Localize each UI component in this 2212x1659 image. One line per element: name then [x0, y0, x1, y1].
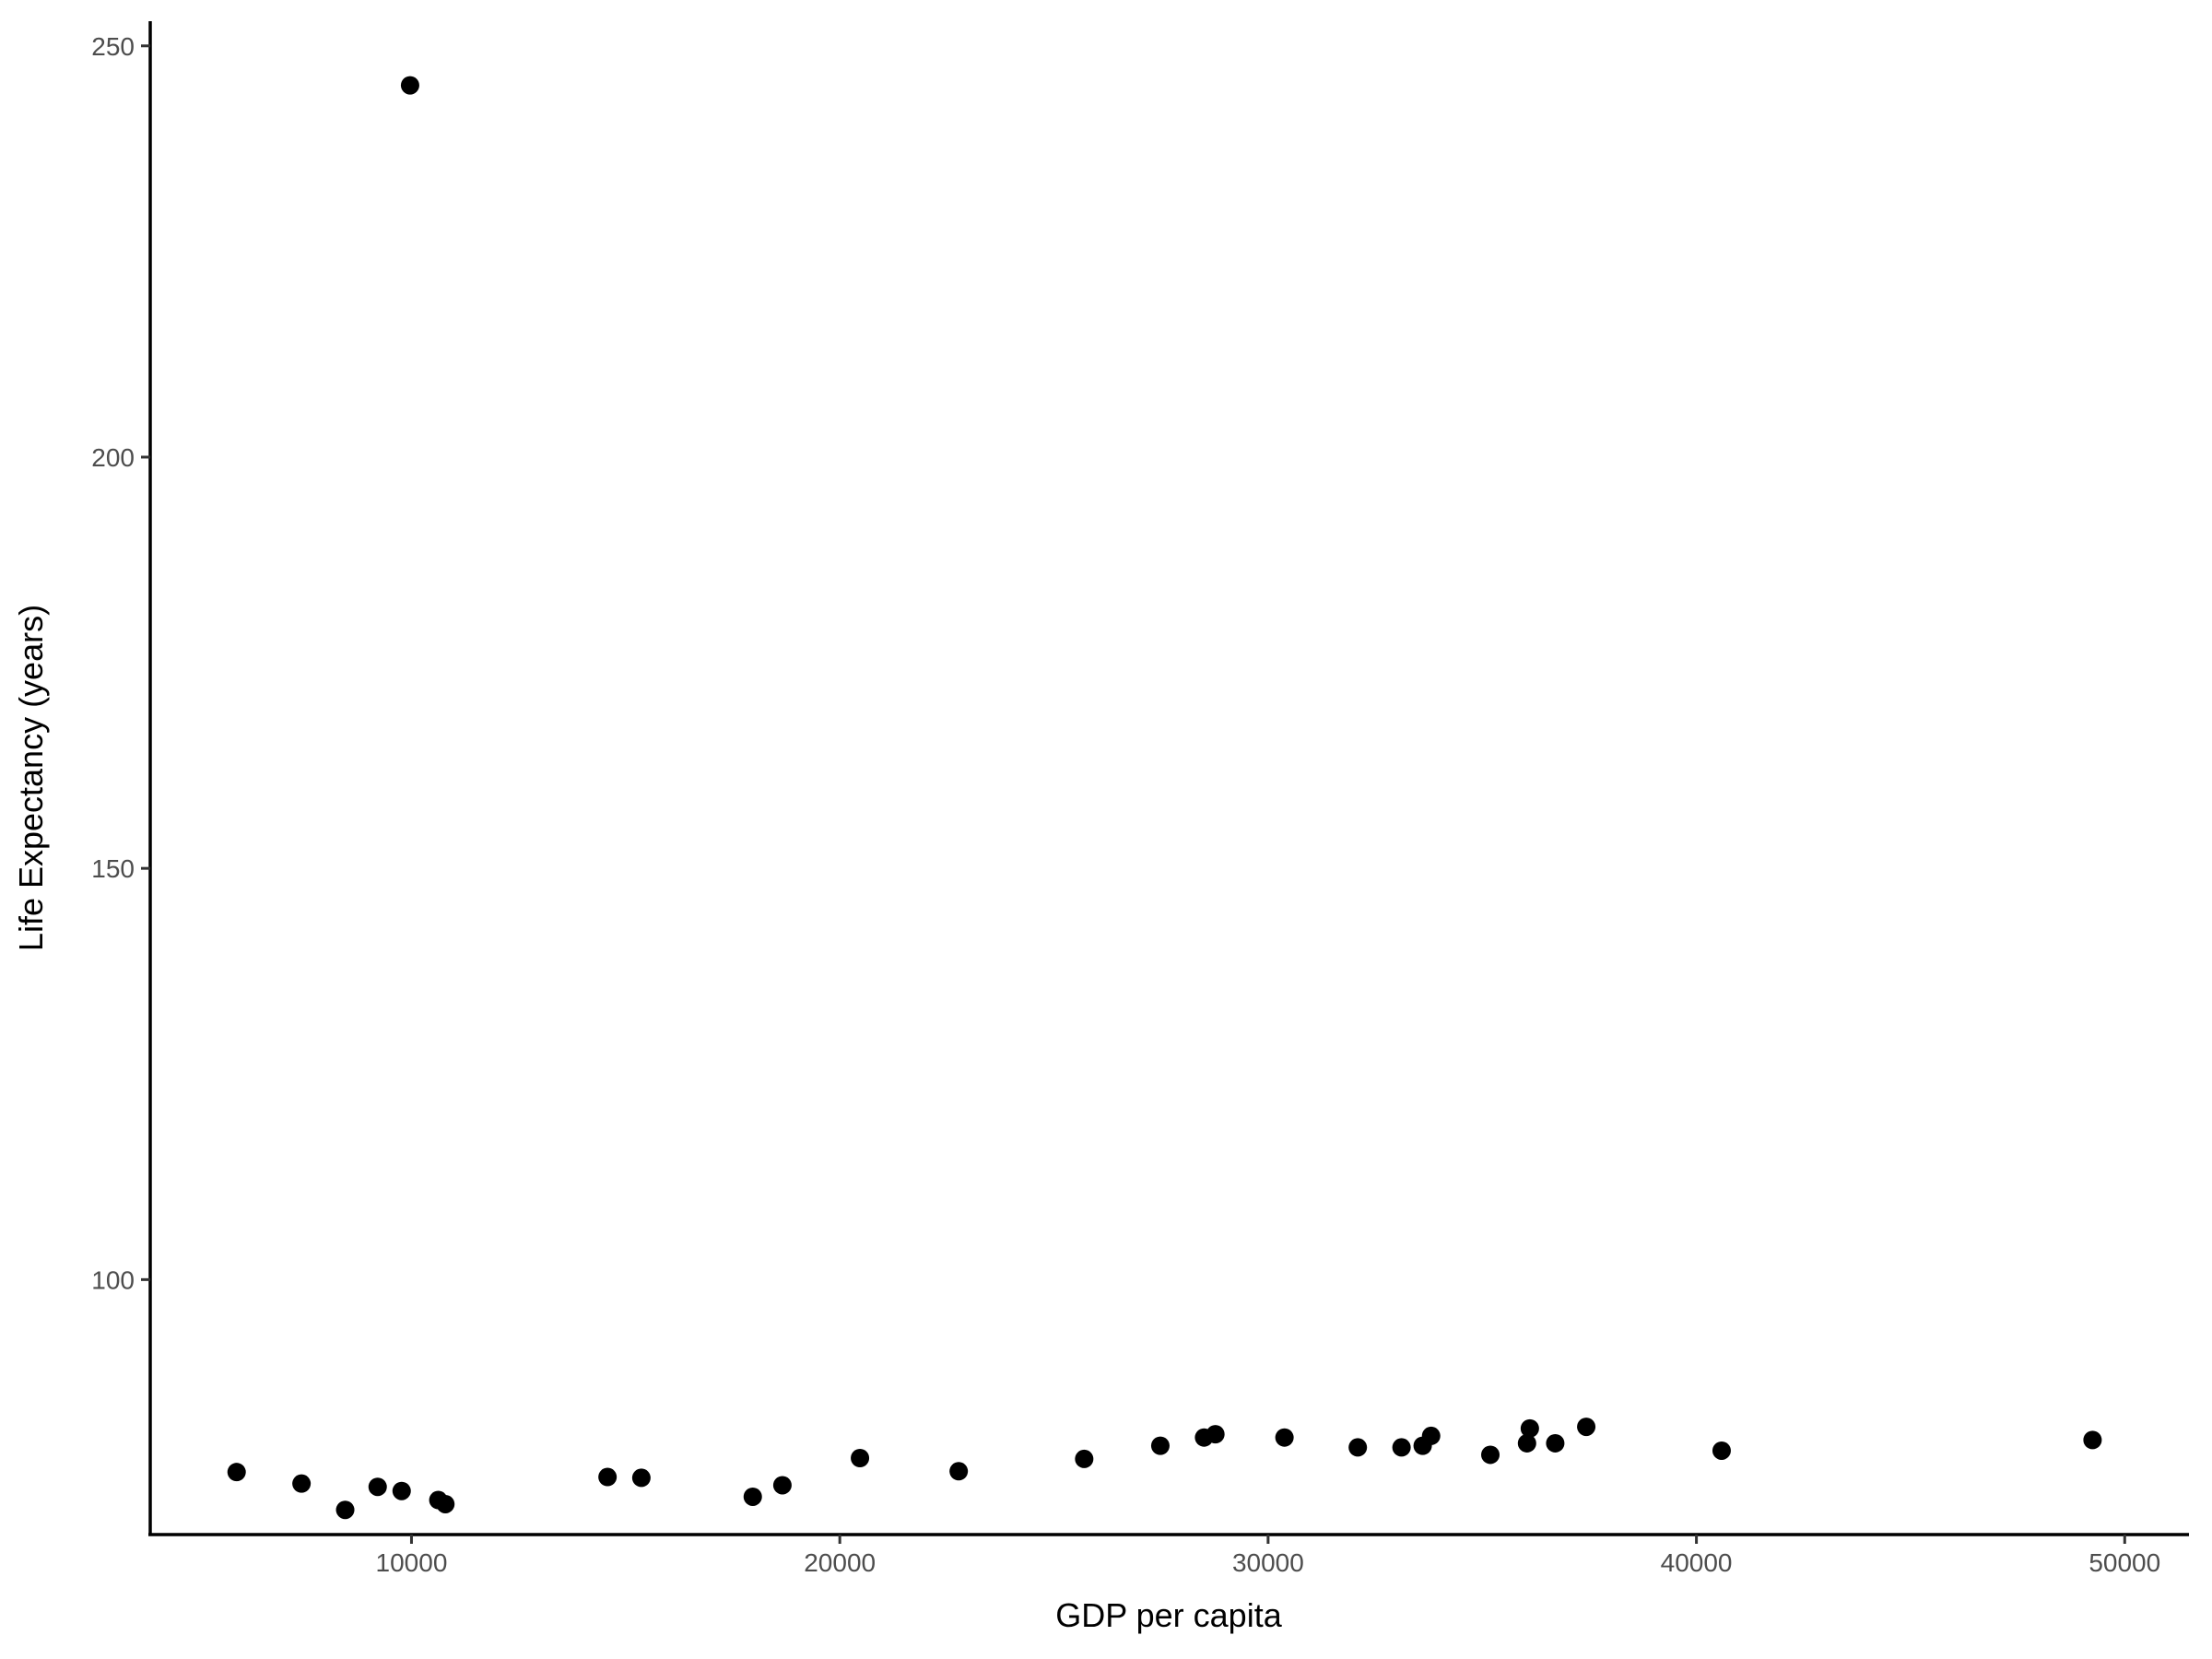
x-tick-label: 30000 — [1232, 1548, 1304, 1577]
x-tick-label: 10000 — [376, 1548, 448, 1577]
data-point — [743, 1487, 762, 1506]
data-point — [1546, 1433, 1565, 1453]
y-axis-title: Life Expectancy (years) — [12, 605, 50, 951]
data-point — [598, 1467, 618, 1487]
y-ticks: 100 150 200 250 — [91, 32, 150, 1294]
data-point — [1520, 1418, 1539, 1438]
data-point — [1481, 1445, 1500, 1465]
data-point — [227, 1463, 246, 1482]
data-point — [335, 1500, 355, 1520]
data-point — [949, 1462, 969, 1481]
x-tick-label: 20000 — [804, 1548, 876, 1577]
data-point — [631, 1468, 651, 1488]
data-point — [772, 1476, 792, 1495]
data-point — [1206, 1425, 1225, 1444]
data-point — [1075, 1449, 1094, 1468]
data-point — [851, 1449, 870, 1468]
y-tick-label: 200 — [91, 443, 135, 472]
x-ticks: 10000 20000 30000 40000 50000 — [376, 1535, 2160, 1577]
data-point — [1577, 1418, 1596, 1437]
data-point — [1275, 1428, 1294, 1447]
y-tick-label: 150 — [91, 854, 135, 883]
data-point — [292, 1474, 312, 1493]
x-tick-label: 40000 — [1661, 1548, 1733, 1577]
data-point — [436, 1494, 455, 1513]
data-point — [1517, 1433, 1536, 1453]
data-point — [1348, 1438, 1368, 1457]
data-point — [1421, 1426, 1441, 1445]
x-tick-label: 50000 — [2088, 1548, 2160, 1577]
data-point — [1392, 1438, 1411, 1457]
data-point — [400, 76, 419, 95]
data-point — [1150, 1436, 1170, 1455]
x-axis-title: GDP per capita — [1055, 1596, 1282, 1634]
y-tick-label: 250 — [91, 32, 135, 61]
axes — [148, 21, 2189, 1536]
points-layer — [227, 76, 2102, 1520]
data-point — [368, 1477, 387, 1497]
data-point — [392, 1481, 411, 1500]
data-point — [2083, 1430, 2102, 1450]
data-point — [1712, 1441, 1731, 1460]
y-tick-label: 100 — [91, 1265, 135, 1294]
